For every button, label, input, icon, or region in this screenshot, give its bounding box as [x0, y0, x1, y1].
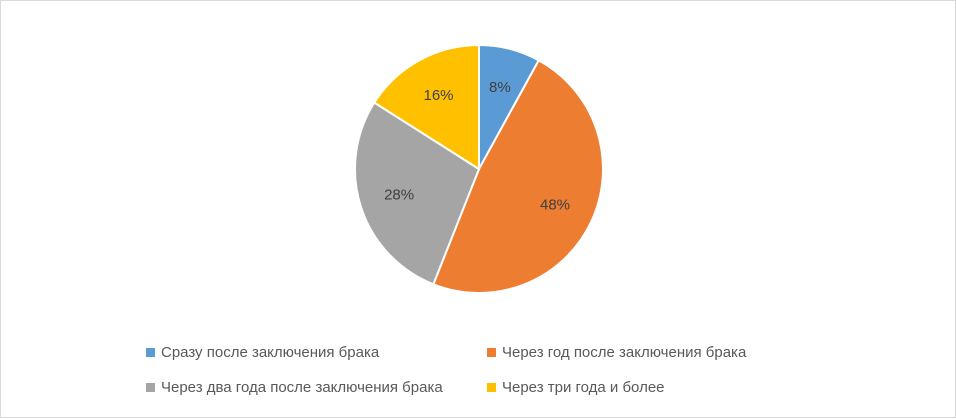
pie-slice-2 — [354, 101, 481, 286]
legend-item-0: Сразу после заключения брака — [146, 344, 379, 361]
legend-label-3: Через три года и более — [502, 379, 665, 396]
legend-label-1: Через год после заключения брака — [502, 344, 747, 361]
legend-swatch-3 — [487, 383, 496, 392]
legend-swatch-0 — [146, 348, 155, 357]
legend-item-3: Через три года и более — [487, 379, 665, 396]
pie-slice-1 — [432, 58, 604, 294]
slice-value-label-0: 8% — [489, 79, 511, 96]
slice-value-label-3: 16% — [423, 87, 453, 104]
pie-slice-3 — [372, 43, 480, 171]
slice-value-label-2: 28% — [384, 187, 414, 204]
legend-label-0: Сразу после заключения брака — [161, 344, 380, 361]
legend-swatch-1 — [487, 348, 496, 357]
legend-item-2: Через два года после заключения брака — [146, 379, 443, 396]
legend-swatch-2 — [146, 383, 155, 392]
slice-value-label-1: 48% — [540, 196, 570, 213]
legend-label-2: Через два года после заключения брака — [161, 379, 443, 396]
legend-item-1: Через год после заключения брака — [487, 344, 746, 361]
